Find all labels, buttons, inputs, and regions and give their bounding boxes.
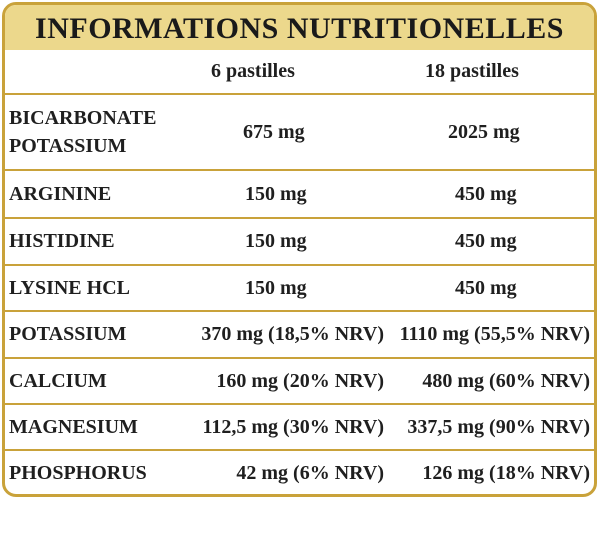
divider [5,310,594,312]
divider [5,449,594,451]
nutrition-table: INFORMATIONS NUTRITIONELLES 6 pastilles … [2,2,597,497]
nutrient-name: ARGININE [9,183,112,205]
table-header: INFORMATIONS NUTRITIONELLES [5,5,594,50]
value-6-pastilles: 150 mg [245,183,307,205]
table-row: CALCIUM 160 mg (20% NRV) 480 mg (60% NRV… [5,368,594,394]
table-row: PHOSPHORUS 42 mg (6% NRV) 126 mg (18% NR… [5,460,594,486]
table-title: INFORMATIONS NUTRITIONELLES [35,11,564,45]
nutrient-name: CALCIUM [9,370,107,392]
value-18-pastilles: 1110 mg (55,5% NRV) [399,323,590,345]
table-row: LYSINE HCL 150 mg 450 mg [5,275,594,301]
nutrient-name: LYSINE HCL [9,277,130,299]
column-header-6-pastilles: 6 pastilles [211,60,295,82]
nutrient-name: MAGNESIUM [9,416,138,438]
value-6-pastilles: 675 mg [243,121,305,143]
divider [5,169,594,171]
divider [5,357,594,359]
value-6-pastilles: 42 mg (6% NRV) [236,462,384,484]
value-6-pastilles: 150 mg [245,277,307,299]
value-6-pastilles: 370 mg (18,5% NRV) [201,323,384,345]
nutrient-name: PHOSPHORUS [9,462,147,484]
value-6-pastilles: 150 mg [245,230,307,252]
divider [5,93,594,95]
nutrient-name: POTASSIUM [9,135,127,157]
table-row: ARGININE 150 mg 450 mg [5,181,594,207]
value-18-pastilles: 126 mg (18% NRV) [422,462,590,484]
value-18-pastilles: 480 mg (60% NRV) [422,370,590,392]
nutrient-name: HISTIDINE [9,230,115,252]
value-18-pastilles: 450 mg [455,277,517,299]
divider [5,217,594,219]
table-row: HISTIDINE 150 mg 450 mg [5,228,594,254]
value-6-pastilles: 112,5 mg (30% NRV) [202,416,384,438]
table-row: MAGNESIUM 112,5 mg (30% NRV) 337,5 mg (9… [5,414,594,440]
divider [5,264,594,266]
column-header-18-pastilles: 18 pastilles [425,60,519,82]
value-6-pastilles: 160 mg (20% NRV) [216,370,384,392]
table-row: POTASSIUM 370 mg (18,5% NRV) 1110 mg (55… [5,321,594,347]
divider [5,403,594,405]
value-18-pastilles: 2025 mg [448,121,520,143]
value-18-pastilles: 337,5 mg (90% NRV) [407,416,590,438]
nutrient-name: BICARBONATE [9,107,157,129]
nutrient-name: POTASSIUM [9,323,127,345]
value-18-pastilles: 450 mg [455,230,517,252]
value-18-pastilles: 450 mg [455,183,517,205]
table-row: BICARBONATE POTASSIUM 675 mg 2025 mg [5,105,594,161]
